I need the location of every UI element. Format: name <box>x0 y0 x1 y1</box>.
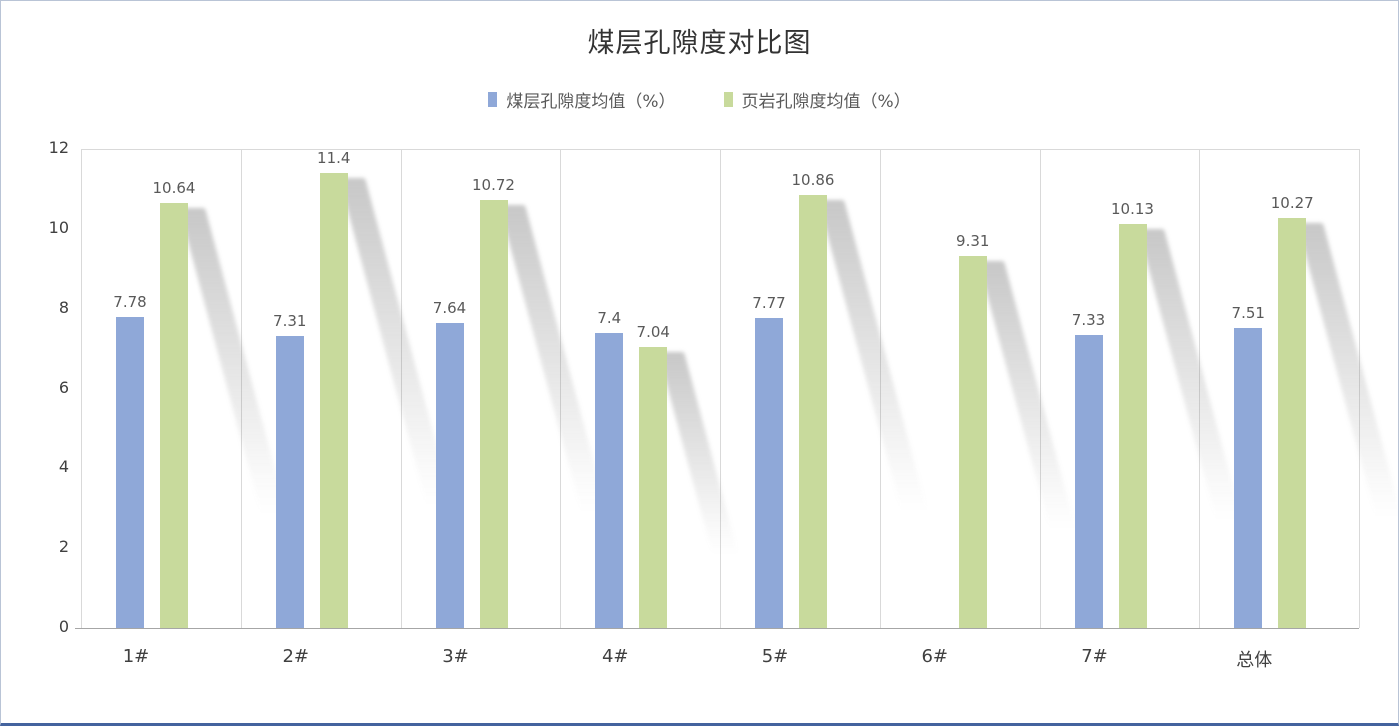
bar-value-label: 7.77 <box>752 293 786 312</box>
bar-value-label: 10.27 <box>1270 194 1314 213</box>
x-axis-label: 总体 <box>1236 650 1273 671</box>
gridline-vertical <box>240 149 242 628</box>
gridline-vertical <box>81 149 82 628</box>
x-axis-label: 5# <box>761 646 789 667</box>
bar-shadow <box>658 351 739 555</box>
gridline-vertical <box>1359 149 1360 628</box>
bar-煤层孔隙度均值（%）-1# <box>116 317 144 628</box>
bar-value-label: 11.4 <box>317 148 351 167</box>
bar-value-label: 10.86 <box>791 170 835 189</box>
bar-煤层孔隙度均值（%）-7# <box>1074 335 1103 628</box>
x-axis-label: 4# <box>601 646 629 667</box>
bar-页岩孔隙度均值（%）-总体 <box>1278 218 1307 628</box>
bar-页岩孔隙度均值（%）-1# <box>160 203 188 628</box>
gridline-vertical <box>1039 149 1041 628</box>
y-axis-label: 6 <box>58 377 69 397</box>
gridline-vertical <box>560 149 562 628</box>
bar-shadow <box>818 199 928 512</box>
x-axis-label: 6# <box>921 646 949 667</box>
bar-value-label: 10.72 <box>472 176 515 195</box>
bar-页岩孔隙度均值（%）-7# <box>1118 223 1147 628</box>
legend-item-coal: 煤层孔隙度均值（%） <box>488 87 676 112</box>
y-axis-label: 10 <box>48 217 69 237</box>
bar-value-label: 7.31 <box>273 312 307 331</box>
x-axis-label: 3# <box>442 646 469 667</box>
bar-shadow <box>977 261 1076 529</box>
bar-value-label: 10.64 <box>152 179 196 198</box>
bar-页岩孔隙度均值（%）-3# <box>479 200 508 628</box>
x-axis-label: 2# <box>282 646 310 667</box>
gridline-vertical <box>720 149 721 628</box>
bar-页岩孔隙度均值（%）-4# <box>639 346 668 628</box>
bar-value-label: 10.13 <box>1111 199 1154 218</box>
y-axis-label: 4 <box>58 457 69 477</box>
gridline-vertical <box>879 149 881 628</box>
bar-页岩孔隙度均值（%）-2# <box>319 172 348 628</box>
y-axis-label: 12 <box>48 138 69 157</box>
legend: 煤层孔隙度均值（%） 页岩孔隙度均值（%） <box>1 87 1398 112</box>
bar-shadow <box>1137 228 1242 520</box>
bar-页岩孔隙度均值（%）-6# <box>958 256 987 628</box>
bar-shadow <box>1297 223 1398 519</box>
bar-shadow <box>179 208 287 515</box>
gridline-vertical <box>1199 149 1201 628</box>
gridline-vertical <box>400 149 402 628</box>
bar-value-label: 7.33 <box>1071 311 1106 330</box>
bar-煤层孔隙度均值（%）-5# <box>755 317 783 628</box>
bar-value-label: 7.04 <box>636 322 670 341</box>
bar-value-label: 7.64 <box>432 299 467 318</box>
legend-marker-coal-icon <box>488 92 498 107</box>
bar-页岩孔隙度均值（%）-5# <box>799 194 827 628</box>
legend-marker-shale-icon <box>723 92 733 107</box>
x-axis-line <box>75 628 1359 629</box>
legend-label-coal: 煤层孔隙度均值（%） <box>506 92 676 112</box>
y-axis-label: 0 <box>58 617 69 636</box>
bar-煤层孔隙度均值（%）-3# <box>435 323 464 628</box>
chart-title: 煤层孔隙度对比图 <box>587 28 812 59</box>
x-axis-label: 1# <box>122 646 150 667</box>
bar-煤层孔隙度均值（%）-4# <box>595 332 624 628</box>
bar-煤层孔隙度均值（%）-2# <box>275 336 304 628</box>
bar-value-label: 7.4 <box>597 308 622 327</box>
legend-item-shale: 页岩孔隙度均值（%） <box>723 87 911 112</box>
bar-value-label: 9.31 <box>956 232 990 251</box>
bar-value-label: 7.51 <box>1231 304 1265 323</box>
y-axis-label: 2 <box>58 537 69 557</box>
x-axis-label: 7# <box>1081 646 1108 667</box>
legend-label-shale: 页岩孔隙度均值（%） <box>741 92 911 112</box>
bar-shadow <box>498 205 608 514</box>
bar-煤层孔隙度均值（%）-总体 <box>1234 328 1263 628</box>
bar-value-label: 7.78 <box>113 293 147 312</box>
y-axis-label: 8 <box>58 297 69 317</box>
